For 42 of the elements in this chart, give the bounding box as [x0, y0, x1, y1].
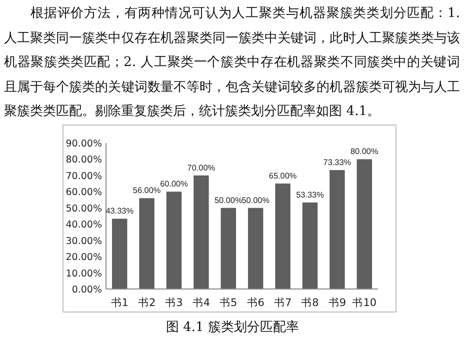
x-tick-label: 书8 — [301, 296, 319, 309]
data-label: 60.00% — [160, 180, 188, 189]
title: 图 4.1 簇类划分匹配率 — [165, 319, 300, 336]
y-tick-label: 20.00% — [66, 252, 102, 264]
data-label: 50.00% — [214, 196, 242, 205]
x-tick-label: 书3 — [165, 296, 183, 309]
y-tick-label: 30.00% — [66, 236, 102, 247]
x-tick-label: 书4 — [192, 296, 210, 309]
x-tick-label: 书1 — [110, 296, 128, 309]
data-label: 73.33% — [323, 158, 352, 168]
y-tick-label: 40.00% — [66, 220, 102, 231]
y-tick-label: 90.00% — [66, 138, 102, 150]
x-tick-label: 书2 — [138, 296, 156, 309]
bar — [166, 192, 182, 289]
annotation: 根据评价方法，有两种情况可认为人工聚类与机器聚簇类类划分匹配：1. 人工聚类同一簇类中仅存在机器聚类同一簇类中关键词，此时人工聚簇类类与该机器聚簇类类匹配；2. 人工聚类一个簇类中存在机器聚类不同簇类中的关键词且属于每个簇类的关键词数量不等时，包含关键词较多的机器簇类可视为与人工聚簇类类匹配。剔除重复簇类后，统计簇类划分匹配率如图 4.1。 — [4, 5, 460, 121]
x-tick-label: 书7 — [274, 296, 292, 309]
y-tick-label: 50.00% — [66, 203, 102, 214]
bar — [275, 184, 290, 289]
x-tick-label: 书6 — [246, 296, 265, 309]
bar — [139, 198, 154, 289]
y-tick-label: 80.00% — [66, 154, 102, 166]
x-tick-label: 书9 — [328, 296, 346, 309]
y-tick-label: 0.00% — [72, 284, 102, 296]
data-label: 56.00% — [132, 186, 161, 196]
bar — [302, 202, 318, 289]
y-tick-label: 70.00% — [66, 170, 102, 182]
bar — [356, 159, 372, 289]
bar — [248, 208, 264, 289]
y-tick-label: 10.00% — [66, 268, 102, 280]
bar — [112, 218, 128, 289]
data-label: 65.00% — [268, 172, 297, 181]
x-tick-label: 书5 — [220, 296, 238, 309]
x-tick-label: 书10 — [352, 296, 377, 309]
bar — [220, 208, 236, 289]
data-label: 43.33% — [106, 206, 134, 216]
bar — [330, 170, 345, 289]
y-tick-label: 60.00% — [66, 187, 102, 198]
data-label: 80.00% — [350, 147, 378, 156]
data-label: 53.33% — [296, 190, 324, 200]
data-label: 50.00% — [242, 196, 270, 205]
bar — [194, 175, 209, 289]
data-label: 70.00% — [187, 163, 216, 172]
